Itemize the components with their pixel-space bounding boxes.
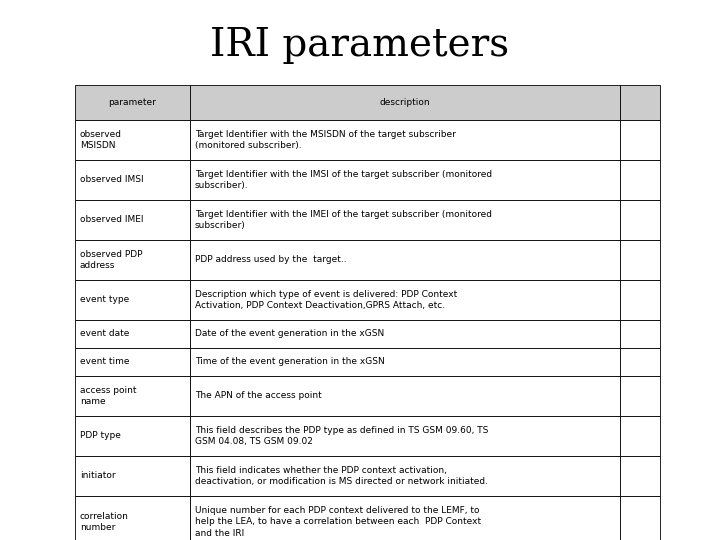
Bar bbox=[620, 120, 660, 160]
Bar bbox=[190, 85, 620, 120]
Text: IRI parameters: IRI parameters bbox=[210, 26, 510, 64]
Text: This field describes the PDP type as defined in TS GSM 09.60, TS
GSM 04.08, TS G: This field describes the PDP type as def… bbox=[195, 426, 488, 446]
Bar bbox=[75, 120, 190, 160]
Bar bbox=[75, 348, 190, 376]
Text: Target Identifier with the IMEI of the target subscriber (monitored
subscriber): Target Identifier with the IMEI of the t… bbox=[195, 210, 492, 230]
Bar bbox=[190, 280, 620, 320]
Bar bbox=[620, 240, 660, 280]
Bar bbox=[190, 160, 620, 200]
Text: Target Identifier with the IMSI of the target subscriber (monitored
subscriber).: Target Identifier with the IMSI of the t… bbox=[195, 170, 492, 190]
Text: Date of the event generation in the xGSN: Date of the event generation in the xGSN bbox=[195, 329, 384, 339]
Bar bbox=[620, 348, 660, 376]
Text: observed PDP
address: observed PDP address bbox=[80, 250, 143, 270]
Text: event date: event date bbox=[80, 329, 130, 339]
Bar bbox=[620, 496, 660, 540]
Text: The APN of the access point: The APN of the access point bbox=[195, 392, 322, 401]
Text: correlation
number: correlation number bbox=[80, 512, 129, 532]
Bar bbox=[190, 200, 620, 240]
Bar bbox=[620, 416, 660, 456]
Bar bbox=[620, 160, 660, 200]
Bar bbox=[75, 496, 190, 540]
Bar bbox=[190, 416, 620, 456]
Bar bbox=[75, 280, 190, 320]
Bar bbox=[75, 376, 190, 416]
Bar bbox=[75, 240, 190, 280]
Bar bbox=[190, 348, 620, 376]
Bar bbox=[75, 160, 190, 200]
Bar bbox=[190, 320, 620, 348]
Text: Description which type of event is delivered: PDP Context
Activation, PDP Contex: Description which type of event is deliv… bbox=[195, 290, 457, 310]
Bar bbox=[620, 320, 660, 348]
Bar bbox=[620, 280, 660, 320]
Text: PDP address used by the  target..: PDP address used by the target.. bbox=[195, 255, 346, 265]
Bar bbox=[75, 200, 190, 240]
Bar bbox=[75, 456, 190, 496]
Text: access point
name: access point name bbox=[80, 386, 137, 406]
Text: event time: event time bbox=[80, 357, 130, 367]
Text: observed IMEI: observed IMEI bbox=[80, 215, 143, 225]
Bar bbox=[620, 456, 660, 496]
Bar bbox=[190, 120, 620, 160]
Text: description: description bbox=[379, 98, 431, 107]
Text: observed IMSI: observed IMSI bbox=[80, 176, 143, 185]
Bar bbox=[75, 320, 190, 348]
Bar bbox=[620, 85, 660, 120]
Bar bbox=[620, 200, 660, 240]
Text: observed
MSISDN: observed MSISDN bbox=[80, 130, 122, 150]
Text: Unique number for each PDP context delivered to the LEMF, to
help the LEA, to ha: Unique number for each PDP context deliv… bbox=[195, 507, 481, 538]
Bar bbox=[190, 376, 620, 416]
Bar bbox=[190, 240, 620, 280]
Text: Time of the event generation in the xGSN: Time of the event generation in the xGSN bbox=[195, 357, 384, 367]
Bar bbox=[75, 85, 190, 120]
Text: PDP type: PDP type bbox=[80, 431, 121, 441]
Text: This field indicates whether the PDP context activation,
deactivation, or modifi: This field indicates whether the PDP con… bbox=[195, 466, 488, 486]
Bar bbox=[75, 416, 190, 456]
Text: parameter: parameter bbox=[109, 98, 156, 107]
Bar bbox=[620, 376, 660, 416]
Bar bbox=[190, 456, 620, 496]
Bar bbox=[190, 496, 620, 540]
Text: initiator: initiator bbox=[80, 471, 116, 481]
Text: event type: event type bbox=[80, 295, 130, 305]
Text: Target Identifier with the MSISDN of the target subscriber
(monitored subscriber: Target Identifier with the MSISDN of the… bbox=[195, 130, 456, 150]
